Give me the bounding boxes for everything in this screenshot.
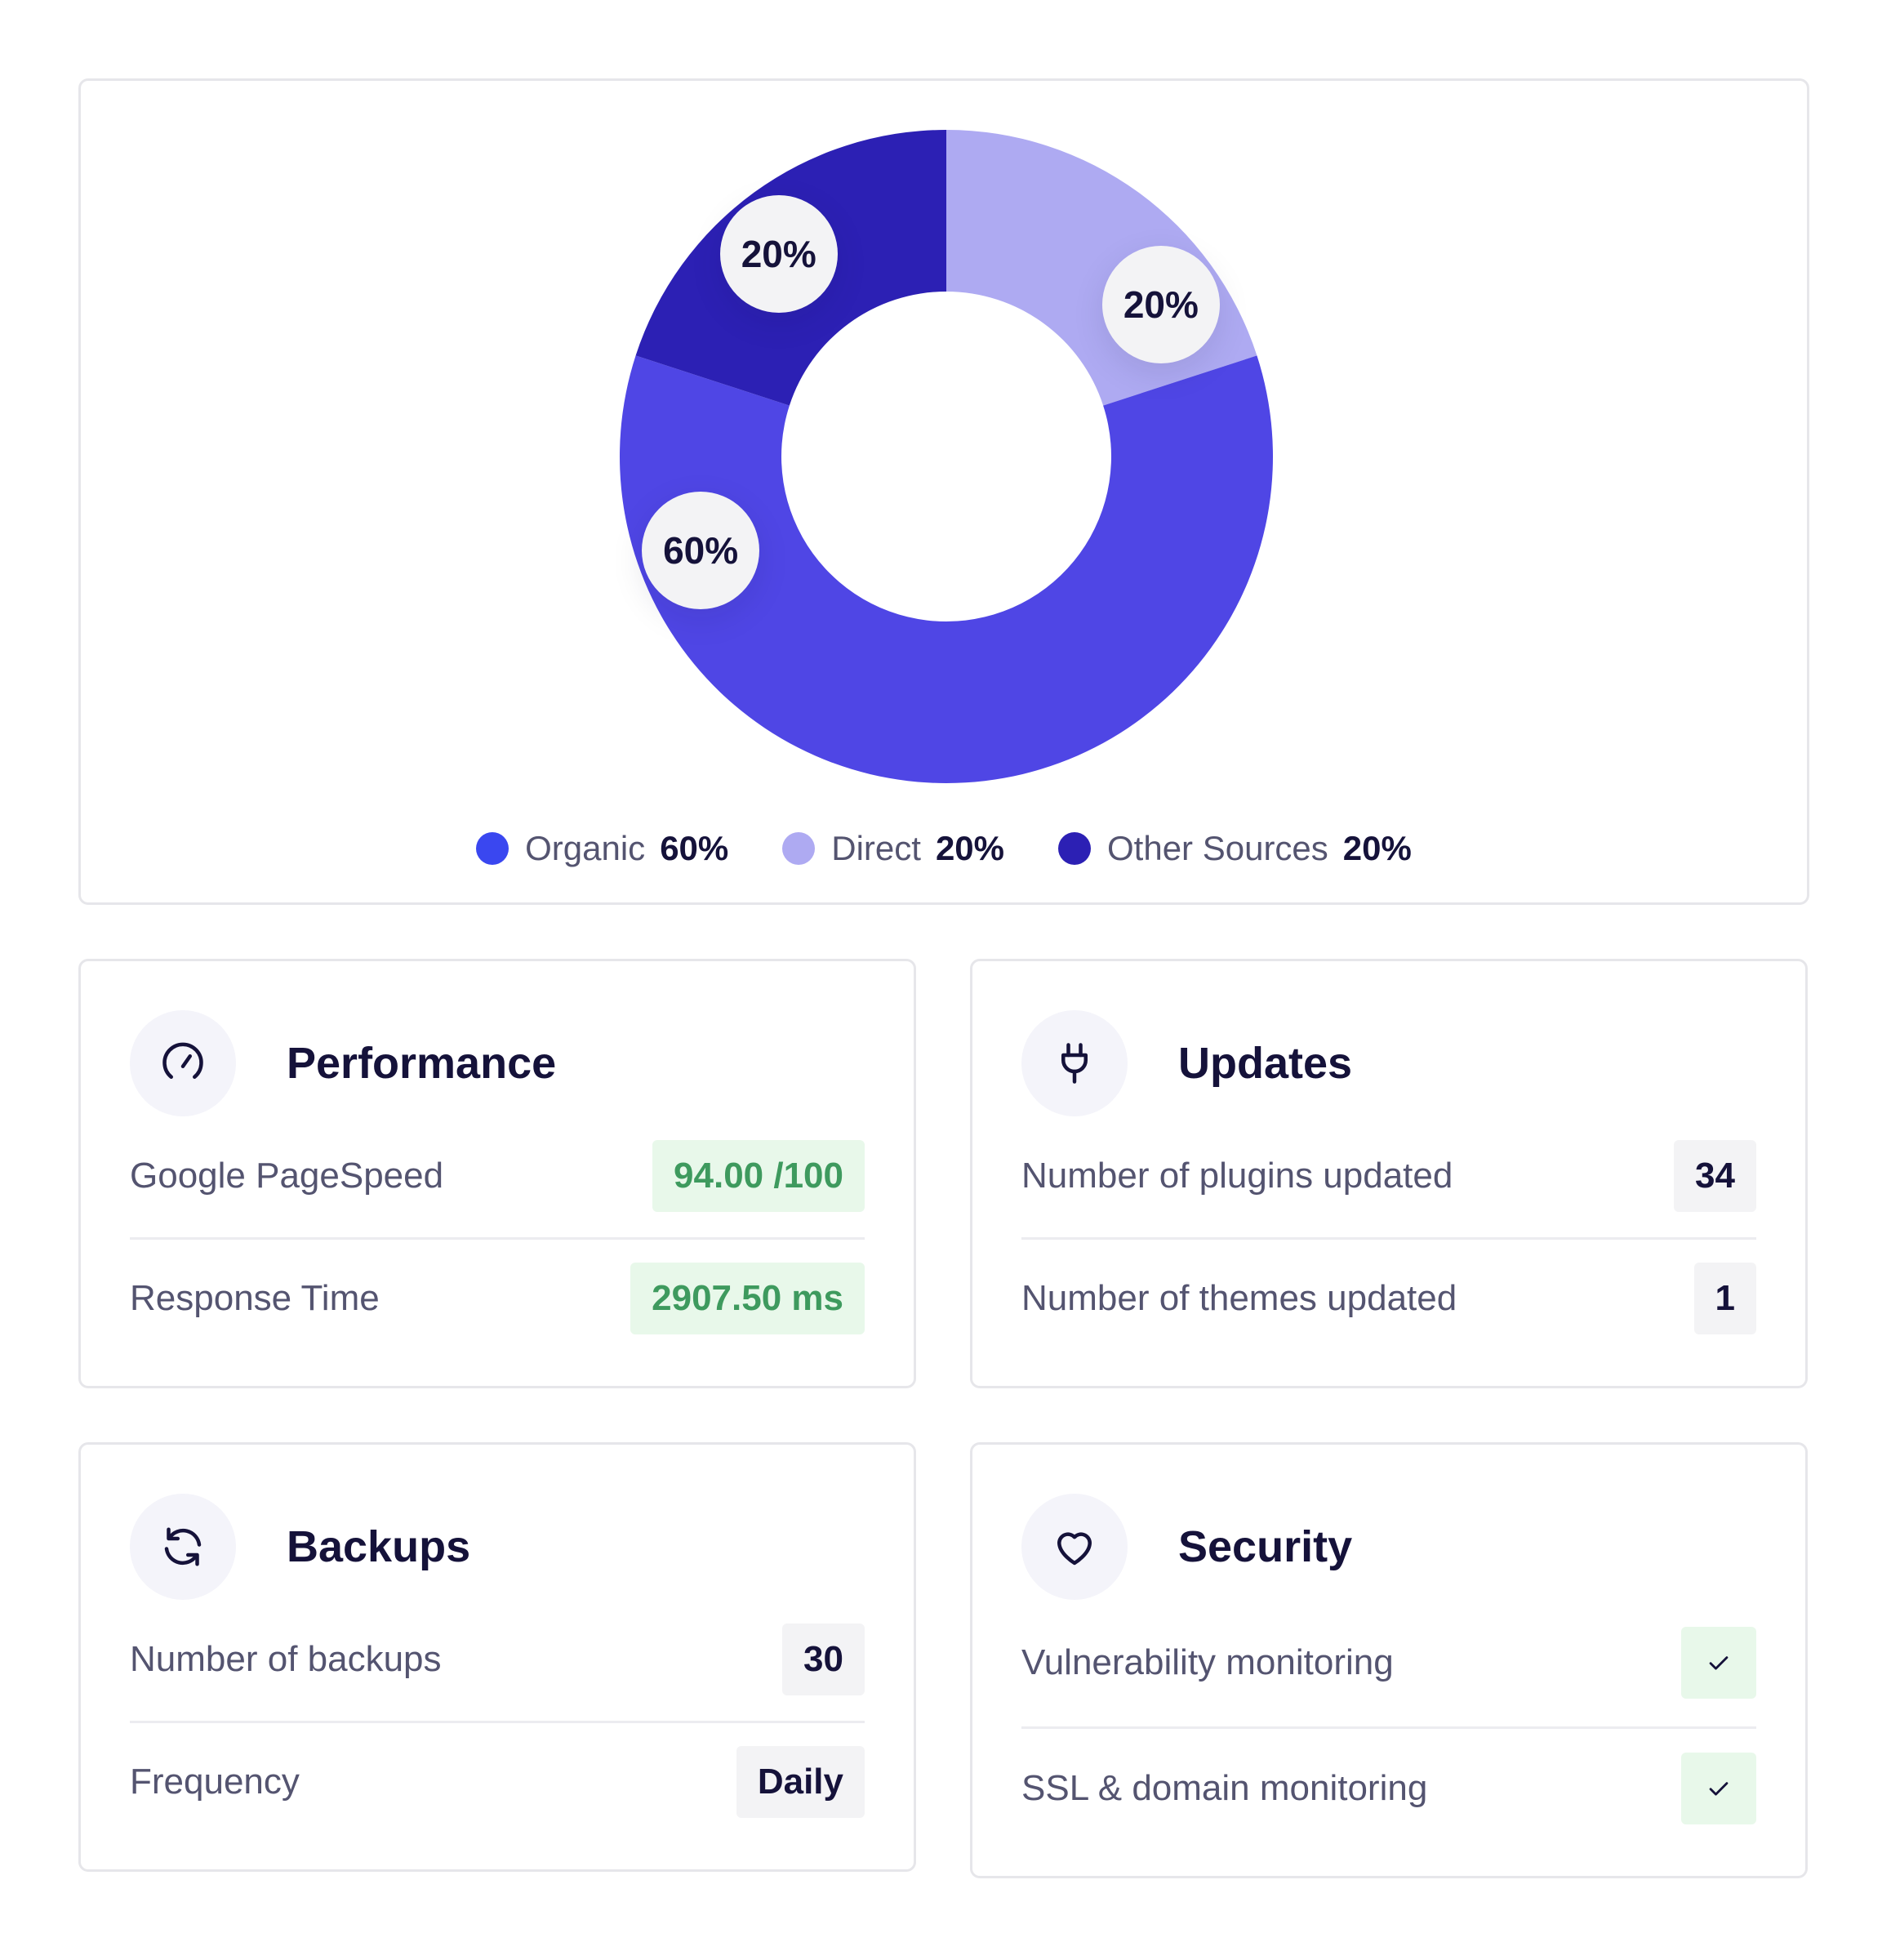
legend-value: 20% — [1342, 829, 1412, 867]
metric-row-number-of-backups: Number of backups 30 — [130, 1623, 865, 1696]
traffic-chart-card: 20% 60% 20% Organic 60% Direct 20% Other S… — [78, 78, 1809, 905]
data-label-organic: 60% — [642, 491, 760, 609]
legend-value: 60% — [660, 829, 729, 867]
card-title: Performance — [287, 1039, 557, 1088]
heart-icon — [1021, 1494, 1128, 1600]
metric-label: Vulnerability monitoring — [1021, 1642, 1394, 1682]
metric-label: Number of backups — [130, 1639, 442, 1679]
metric-value: 34 — [1674, 1140, 1756, 1212]
metric-row-pagespeed: Google PageSpeed 94.00 /100 — [130, 1139, 865, 1213]
card-header: Backups — [130, 1494, 470, 1600]
metric-value: 2907.50 ms — [630, 1263, 865, 1334]
legend-dot-organic — [476, 832, 509, 865]
donut-slice-direct — [946, 130, 1257, 406]
data-label-other-sources: 20% — [719, 194, 838, 313]
metric-value: Daily — [736, 1746, 865, 1818]
card-title: Updates — [1178, 1039, 1353, 1088]
row-divider — [130, 1721, 865, 1723]
metric-label: Frequency — [130, 1762, 300, 1802]
donut-slice-organic — [619, 355, 1274, 784]
chart-legend: Organic 60% Direct 20% Other Sources 20% — [81, 816, 1807, 881]
card-header: Security — [1021, 1494, 1352, 1600]
card-title: Backups — [287, 1522, 471, 1571]
row-divider — [1021, 1726, 1756, 1729]
card-header: Updates — [1021, 1010, 1352, 1116]
metric-row-ssl-domain-monitoring: SSL & domain monitoring — [1021, 1752, 1756, 1825]
metric-row-themes-updated: Number of themes updated 1 — [1021, 1262, 1756, 1335]
donut-chart — [619, 130, 1274, 784]
metric-value: 1 — [1693, 1263, 1756, 1334]
metric-label: Number of plugins updated — [1021, 1156, 1453, 1196]
refresh-icon — [130, 1494, 236, 1600]
legend-dot-direct — [782, 832, 816, 865]
security-card: Security Vulnerability monitoring SSL & … — [970, 1442, 1808, 1878]
backups-card: Backups Number of backups 30 Frequency D… — [78, 1442, 916, 1872]
speedometer-icon — [130, 1010, 236, 1116]
card-title: Security — [1178, 1522, 1353, 1571]
metric-row-plugins-updated: Number of plugins updated 34 — [1021, 1139, 1756, 1213]
metric-label: Response Time — [130, 1278, 380, 1318]
legend-dot-other-sources — [1058, 832, 1091, 865]
legend-label: Other Sources — [1107, 829, 1328, 867]
metric-row-vulnerability-monitoring: Vulnerability monitoring — [1021, 1626, 1756, 1699]
check-icon — [1681, 1753, 1756, 1824]
metric-label: SSL & domain monitoring — [1021, 1768, 1428, 1808]
metric-row-frequency: Frequency Daily — [130, 1745, 865, 1819]
legend-item-organic: Organic 60% — [476, 829, 728, 868]
updates-card: Updates Number of plugins updated 34 Num… — [970, 959, 1808, 1388]
card-header: Performance — [130, 1010, 556, 1116]
data-label-direct: 20% — [1101, 246, 1220, 364]
metric-row-response-time: Response Time 2907.50 ms — [130, 1262, 865, 1335]
legend-label: Organic — [525, 829, 646, 867]
check-icon — [1681, 1627, 1756, 1699]
metric-label: Google PageSpeed — [130, 1156, 444, 1196]
legend-label: Direct — [831, 829, 921, 867]
metric-value: 94.00 /100 — [652, 1140, 865, 1212]
legend-value: 20% — [935, 829, 1004, 867]
metric-value: 30 — [782, 1624, 865, 1695]
performance-card: Performance Google PageSpeed 94.00 /100 … — [78, 959, 916, 1388]
row-divider — [130, 1237, 865, 1240]
legend-item-other-sources: Other Sources 20% — [1058, 829, 1412, 868]
row-divider — [1021, 1237, 1756, 1240]
plug-icon — [1021, 1010, 1128, 1116]
legend-item-direct: Direct 20% — [782, 829, 1004, 868]
metric-label: Number of themes updated — [1021, 1278, 1457, 1318]
